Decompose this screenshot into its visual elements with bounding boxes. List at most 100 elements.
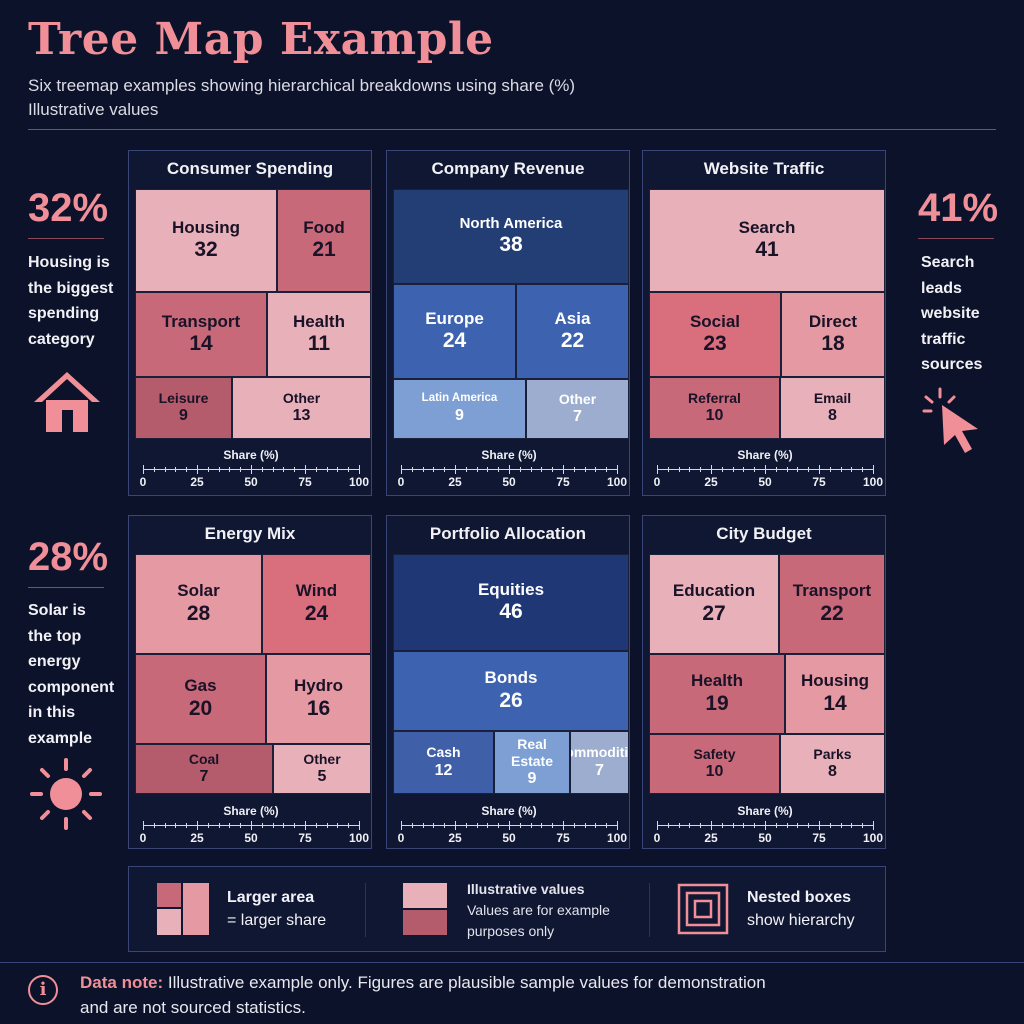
cell-value: 41 bbox=[755, 238, 779, 262]
axis-minor-tick bbox=[679, 823, 680, 828]
axis-tick bbox=[251, 821, 252, 830]
treemap-cell-education: Education 27 bbox=[649, 554, 779, 654]
axis-tick bbox=[509, 821, 510, 830]
treemap-cell-latin-america: Latin America 9 bbox=[393, 379, 526, 439]
nested-boxes-icon bbox=[677, 883, 729, 935]
cell-value: 22 bbox=[820, 601, 844, 625]
cell-value: 46 bbox=[499, 600, 523, 624]
axis-minor-tick bbox=[208, 823, 209, 828]
axis-minor-tick bbox=[574, 823, 575, 828]
axis-minor-tick bbox=[754, 467, 755, 472]
axis-tick bbox=[657, 465, 658, 474]
axis-tick-label: 75 bbox=[556, 475, 570, 489]
cell-label: Leisure bbox=[158, 389, 209, 406]
axis-tick-label: 75 bbox=[812, 475, 826, 489]
panel-title: Company Revenue bbox=[431, 159, 585, 178]
axis-tick bbox=[617, 465, 618, 474]
axis-minor-tick bbox=[797, 823, 798, 828]
axis-minor-tick bbox=[466, 823, 467, 828]
cell-label: Gas bbox=[184, 676, 217, 696]
cell-value: 24 bbox=[442, 329, 467, 353]
data-note: Data note: Illustrative example only. Fi… bbox=[80, 973, 766, 1017]
cell-label: Search bbox=[738, 217, 796, 237]
axis-tick bbox=[197, 821, 198, 830]
cell-label: Other bbox=[282, 389, 321, 406]
axis-minor-tick bbox=[219, 823, 220, 828]
cell-value: 11 bbox=[307, 332, 331, 356]
axis-title: Share (%) bbox=[223, 804, 279, 818]
axis-minor-tick bbox=[208, 467, 209, 472]
axis-tick-label: 0 bbox=[653, 831, 661, 845]
cell-value: 18 bbox=[821, 332, 845, 356]
axis-tick-label: 50 bbox=[502, 831, 516, 845]
sun-icon bbox=[30, 758, 102, 830]
axis-tick bbox=[765, 465, 766, 474]
axis-minor-tick bbox=[552, 823, 553, 828]
axis-minor-tick bbox=[743, 467, 744, 472]
cell-label: Direct bbox=[808, 311, 858, 331]
cell-value: 20 bbox=[188, 696, 213, 720]
cell-label: Bonds bbox=[484, 668, 538, 688]
axis-tick bbox=[359, 821, 360, 830]
axis-tick-label: 75 bbox=[812, 831, 826, 845]
axis-title: Share (%) bbox=[481, 804, 537, 818]
treemap-cell-transport: Transport 22 bbox=[779, 554, 885, 654]
axis-minor-tick bbox=[700, 467, 701, 472]
cell-value: 16 bbox=[306, 696, 331, 720]
cell-value: 14 bbox=[189, 332, 213, 356]
axis-minor-tick bbox=[412, 467, 413, 472]
treemap-cell-direct: Direct 18 bbox=[781, 292, 885, 377]
page-subtitle: Six treemap examples showing hierarchica… bbox=[28, 76, 576, 95]
axis-minor-tick bbox=[668, 467, 669, 472]
cell-label: North America bbox=[459, 214, 563, 232]
cell-label: Latin America bbox=[421, 392, 498, 405]
treemap-cell-health: Health 19 bbox=[649, 654, 785, 734]
cell-label: Wind bbox=[295, 581, 338, 601]
axis-minor-tick bbox=[787, 823, 788, 828]
cell-label: Asia bbox=[554, 308, 591, 328]
cell-label: Europe bbox=[425, 308, 484, 328]
cell-label: Parks bbox=[813, 745, 852, 762]
share-axis: Share (%) 0 25 50 75 100 bbox=[140, 804, 369, 845]
axis-tick bbox=[305, 465, 306, 474]
axis-minor-tick bbox=[186, 467, 187, 472]
treemap-city-budget: Education 27 Transport 22 Health 19 Housing 14 S… bbox=[649, 554, 885, 794]
treemap-cell-wind: Wind 24 bbox=[262, 554, 371, 654]
axis-tick bbox=[143, 821, 144, 830]
axis-minor-tick bbox=[229, 823, 230, 828]
treemap-cell-health: Health 11 bbox=[267, 292, 371, 377]
cell-value: 10 bbox=[705, 763, 724, 781]
cursor-click-icon bbox=[922, 387, 978, 453]
axis-minor-tick bbox=[733, 467, 734, 472]
axis-tick-label: 0 bbox=[139, 475, 147, 489]
axis-tick bbox=[455, 465, 456, 474]
cell-label: Education bbox=[672, 581, 756, 601]
axis-tick-label: 25 bbox=[704, 475, 718, 489]
axis-tick-label: 0 bbox=[397, 831, 405, 845]
treemap-cell-housing: Housing 14 bbox=[785, 654, 885, 734]
axis-minor-tick bbox=[262, 823, 263, 828]
cell-label: Hydro bbox=[293, 676, 344, 696]
treemap-cell-food: Food 21 bbox=[277, 189, 371, 292]
axis-minor-tick bbox=[294, 467, 295, 472]
callout-divider bbox=[28, 587, 104, 588]
axis-minor-tick bbox=[433, 467, 434, 472]
axis-minor-tick bbox=[841, 467, 842, 472]
treemap-cell-asia: Asia 22 bbox=[516, 284, 629, 379]
axis-tick bbox=[563, 821, 564, 830]
cell-label: Commodities bbox=[571, 744, 629, 761]
axis-tick-label: 25 bbox=[448, 475, 462, 489]
axis-minor-tick bbox=[862, 823, 863, 828]
axis-minor-tick bbox=[316, 467, 317, 472]
axis-minor-tick bbox=[423, 823, 424, 828]
cell-value: 24 bbox=[304, 601, 329, 625]
treemap-cell-parks: Parks 8 bbox=[780, 734, 885, 794]
axis-minor-tick bbox=[787, 467, 788, 472]
axis-minor-tick bbox=[851, 823, 852, 828]
axis-tick bbox=[143, 465, 144, 474]
share-axis: Share (%) 0 25 50 75 100 bbox=[398, 804, 627, 845]
axis-minor-tick bbox=[423, 467, 424, 472]
axis-tick-label: 50 bbox=[758, 475, 772, 489]
treemap-cell-search: Search 41 bbox=[649, 189, 885, 292]
axis-minor-tick bbox=[262, 467, 263, 472]
